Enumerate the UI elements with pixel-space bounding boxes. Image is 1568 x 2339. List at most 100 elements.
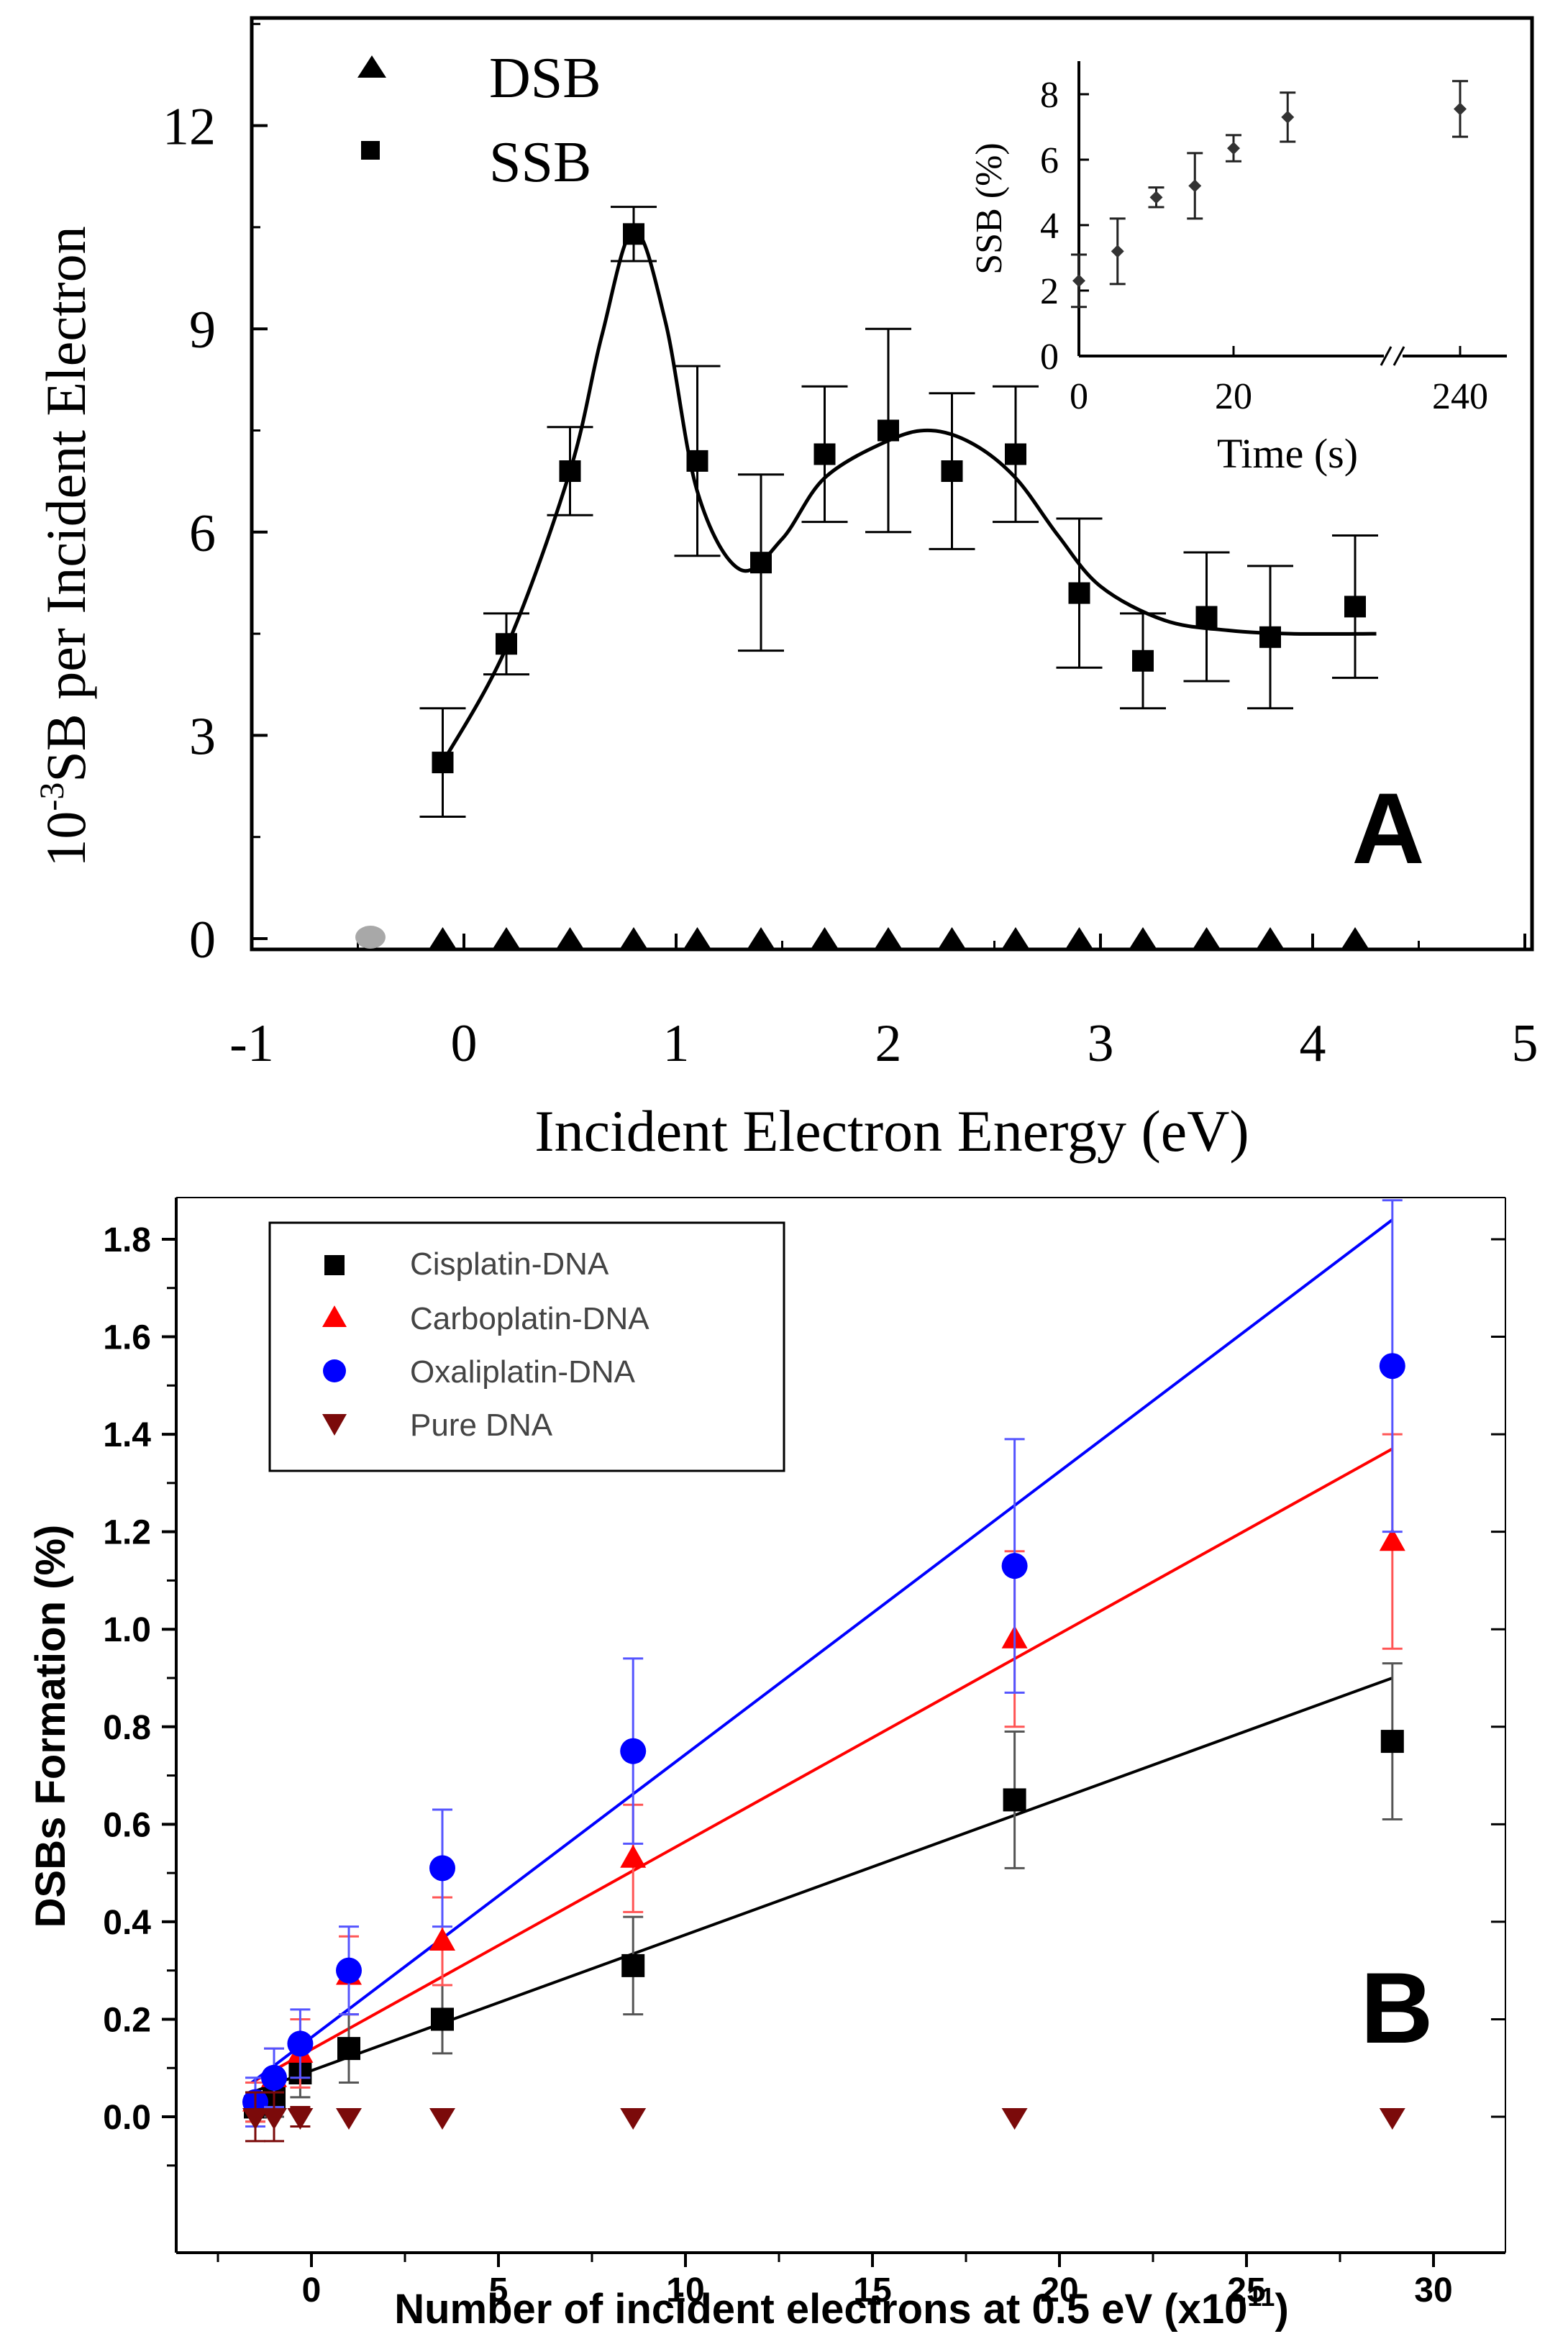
b-point-cisplatin-dna: [1003, 1788, 1026, 1812]
ssb-point: [1344, 596, 1366, 618]
inset-y-tick-label: 4: [1040, 206, 1059, 247]
inset-y-tick-label: 2: [1040, 271, 1059, 312]
panel-b-legend: Cisplatin-DNA Carboplatin-DNA Oxaliplati…: [268, 1221, 785, 1472]
dsb-point: [811, 927, 839, 949]
dsb-point: [493, 927, 520, 949]
panel-a-fit-curve: [441, 229, 1377, 764]
a-x-tick-label: -1: [229, 1014, 274, 1073]
inset-y-tick-label: 0: [1040, 337, 1059, 378]
inset-x-axis-label: Time (s): [1217, 430, 1358, 477]
b-point-pure-dna: [242, 2108, 268, 2130]
inset-x-tick-label: 240: [1432, 376, 1488, 417]
b-x-tick-label: 5: [489, 2271, 509, 2310]
ssb-point: [813, 443, 836, 465]
a-y-tick-label: 0: [189, 911, 216, 970]
dsb-point: [1341, 927, 1369, 949]
b-point-pure-dna: [1379, 2108, 1405, 2130]
a-x-tick-label: 4: [1300, 1014, 1326, 1073]
legend-cisplatin-marker: [324, 1255, 345, 1275]
ssb-point: [686, 450, 708, 472]
dsb-point: [683, 927, 711, 949]
b-y-tick-label: 0.8: [103, 1709, 151, 1747]
b-point-carboplatin-dna: [429, 1927, 455, 1951]
b-y-tick-label: 0.0: [103, 2099, 151, 2137]
b-point-oxaliplatin-dna: [1001, 1553, 1028, 1579]
a-x-tick-label: 1: [663, 1014, 690, 1073]
panel-a-frame: [250, 16, 1534, 952]
b-point-pure-dna: [261, 2108, 287, 2130]
dsb-point: [1129, 927, 1157, 949]
inset-y-tick-label: 6: [1040, 140, 1059, 181]
a-x-tick-label: 3: [1088, 1014, 1114, 1073]
a-gray-baseline-marker: [355, 926, 386, 949]
dsb-point: [556, 927, 584, 949]
ssb-point: [1195, 606, 1218, 628]
inset-axis-break: [1380, 346, 1405, 366]
inset-point: [1149, 191, 1163, 204]
legend-carboplatin-marker: [322, 1305, 347, 1327]
inset-point: [1454, 102, 1467, 116]
dsb-point: [1065, 927, 1093, 949]
dsb-point: [429, 927, 457, 949]
a-y-tick-label: 3: [189, 707, 216, 766]
b-point-cisplatin-dna: [431, 2007, 454, 2031]
b-y-tick-label: 0.4: [103, 1904, 151, 1942]
b-point-pure-dna: [620, 2108, 647, 2130]
b-y-tick-label: 1.2: [103, 1514, 151, 1552]
b-y-tick-label: 0.2: [103, 2001, 151, 2039]
ssb-point: [1068, 582, 1090, 604]
panel-b-letter: B: [1360, 1951, 1433, 2064]
panel-b: 0 5 10 15 20 25 30 0.0 0.2 0.4 0.6 0.8 1.0 1.2 1.4 1.6 1…: [27, 1197, 1506, 2333]
inset-y-tick-label: 8: [1040, 75, 1059, 116]
b-y-tick-label: 1.0: [103, 1611, 151, 1649]
legend-oxaliplatin-marker: [323, 1359, 346, 1382]
inset-ticks: [1077, 93, 1462, 357]
inset-point: [1072, 274, 1085, 288]
legend-dsb-marker: [357, 55, 386, 78]
b-point-oxaliplatin-dna: [620, 1738, 647, 1764]
b-point-pure-dna: [429, 2108, 455, 2130]
panel-a-x-axis-label: Incident Electron Energy (eV): [534, 1098, 1249, 1164]
b-point-oxaliplatin-dna: [336, 1957, 362, 1984]
dsb-point: [1257, 927, 1284, 949]
a-y-tick-label: 6: [189, 504, 216, 563]
b-point-pure-dna: [1001, 2108, 1028, 2130]
panel-b-ticks: [162, 1237, 1505, 2267]
inset-point: [1111, 245, 1124, 258]
b-x-tick-label: 10: [666, 2271, 704, 2310]
ssb-point: [559, 460, 581, 483]
legend-cisplatin-label: Cisplatin-DNA: [410, 1246, 609, 1282]
panel-b-y-axis-label: DSBs Formation (%): [27, 1525, 74, 1928]
b-point-oxaliplatin-dna: [287, 2030, 314, 2057]
inset-point: [1227, 142, 1240, 155]
panel-b-legend-box: [268, 1221, 785, 1472]
b-point-cisplatin-dna: [621, 1953, 645, 1977]
panel-a-inset: 0 2 4 6 8 0 20 240 SSB (%) Time (s): [969, 61, 1507, 477]
ssb-point: [750, 552, 772, 574]
ssb-point: [941, 460, 963, 483]
b-point-pure-dna: [336, 2108, 362, 2130]
b-point-carboplatin-dna: [1379, 1528, 1405, 1551]
a-y-tick-label: 12: [163, 98, 216, 157]
dsb-point: [620, 927, 647, 949]
ssb-point: [878, 419, 899, 442]
legend-ssb-marker: [361, 141, 380, 160]
panel-a-legend: DSB SSB: [357, 47, 601, 194]
b-point-oxaliplatin-dna: [261, 2064, 287, 2091]
a-x-tick-label: 2: [875, 1014, 902, 1073]
panel-a-letter: A: [1352, 772, 1424, 885]
b-x-tick-label: 30: [1414, 2271, 1452, 2310]
legend-oxaliplatin-label: Oxaliplatin-DNA: [410, 1354, 636, 1390]
b-point-cisplatin-dna: [1380, 1730, 1404, 1754]
inset-x-tick-label: 0: [1070, 376, 1088, 417]
b-x-tick-label: 25: [1227, 2271, 1265, 2310]
a-y-tick-label: 9: [189, 301, 216, 360]
legend-pure-dna-label: Pure DNA: [410, 1408, 553, 1443]
b-point-cisplatin-dna: [337, 2037, 360, 2061]
inset-y-axis-label: SSB (%): [969, 142, 1010, 274]
ssb-point: [1005, 443, 1026, 465]
b-y-tick-label: 0.6: [103, 1806, 151, 1844]
legend-pure-dna-marker: [322, 1414, 347, 1436]
